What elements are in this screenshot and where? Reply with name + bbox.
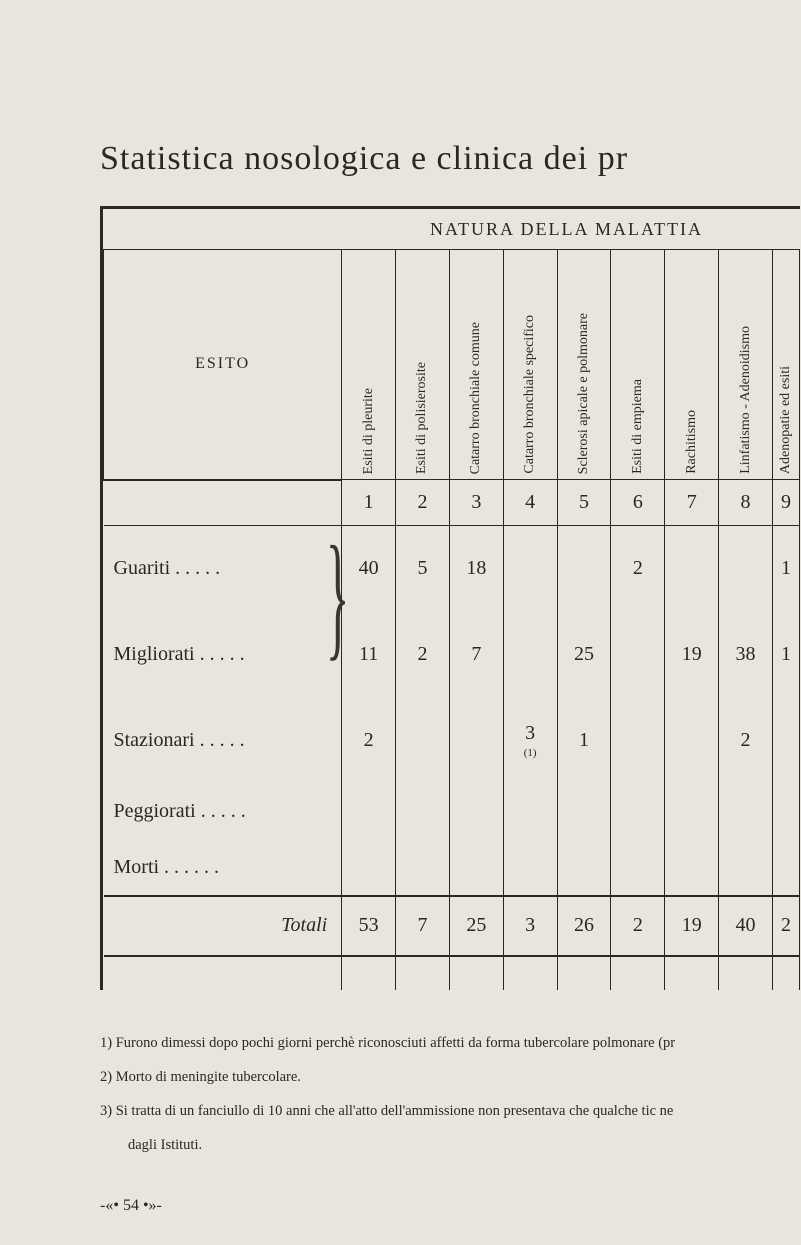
page-number: -«• 54 •»- — [100, 1197, 162, 1215]
cell — [396, 698, 450, 784]
cell — [557, 526, 611, 612]
total-cell: 53 — [342, 896, 396, 956]
col-header: Esiti di polisierosite — [414, 362, 430, 474]
cell — [665, 526, 719, 612]
row-label: Peggiorati . . . . . — [104, 784, 342, 840]
total-cell: 19 — [665, 896, 719, 956]
col-num: 4 — [503, 480, 557, 526]
col-num: 8 — [719, 480, 773, 526]
cell: 25 — [557, 612, 611, 698]
outer-header-row: NATURA DELLA MALATTIA — [103, 209, 800, 249]
row-label: Guariti . . . . . — [104, 526, 342, 612]
table-row: Migliorati . . . . . 11 2 7 25 19 38 1 — [104, 612, 800, 698]
col-header: Catarro bronchiale specifico — [522, 315, 538, 474]
col-header: Linfatismo - Adenoidismo — [738, 326, 754, 474]
footnote-tail: dagli Istituti. — [100, 1132, 780, 1158]
totals-row: Totali 53 7 25 3 26 2 19 40 2 — [104, 896, 800, 956]
cell-footnote: (1) — [504, 747, 557, 759]
cell: 1 — [772, 612, 799, 698]
cell — [449, 698, 503, 784]
cell: 11 — [342, 612, 396, 698]
page-title: Statistica nosologica e clinica dei pr — [100, 140, 801, 178]
blank-row — [104, 956, 800, 990]
table-row: Morti . . . . . . — [104, 840, 800, 896]
footnote: 3) Si tratta di un fanciullo di 10 anni … — [100, 1098, 780, 1124]
col-num: 1 — [342, 480, 396, 526]
cell: 2 — [396, 612, 450, 698]
col-header: Esiti di pleurite — [361, 388, 377, 474]
table-frame: NATURA DELLA MALATTIA ESITO Esiti di ple… — [100, 206, 800, 990]
cell: 1 — [557, 698, 611, 784]
footnote: 1) Furono dimessi dopo pochi giorni perc… — [100, 1030, 780, 1056]
col-num: 5 — [557, 480, 611, 526]
cell — [665, 698, 719, 784]
total-cell: 2 — [611, 896, 665, 956]
cell: 19 — [665, 612, 719, 698]
cell: 38 — [719, 612, 773, 698]
cell — [719, 526, 773, 612]
total-cell: 3 — [503, 896, 557, 956]
col-header: Adenopatie ed esiti — [778, 366, 794, 474]
col-header: Rachitismo — [684, 410, 700, 474]
footnotes: 1) Furono dimessi dopo pochi giorni perc… — [100, 1030, 780, 1158]
col-num: 6 — [611, 480, 665, 526]
stub-header: ESITO — [104, 355, 341, 373]
cell: 3(1) — [503, 698, 557, 784]
cell: 7 — [449, 612, 503, 698]
cell: 40 — [342, 526, 396, 612]
brace-icon: } — [326, 526, 350, 666]
column-header-row: ESITO Esiti di pleurite Esiti di polisie… — [104, 250, 800, 480]
cell: 5 — [396, 526, 450, 612]
row-label: Migliorati . . . . . — [104, 612, 342, 698]
col-header: Esiti di empiema — [630, 379, 646, 474]
cell — [611, 698, 665, 784]
col-num: 7 — [665, 480, 719, 526]
total-cell: 26 — [557, 896, 611, 956]
total-cell: 2 — [772, 896, 799, 956]
table-row: Guariti . . . . . 40 5 18 2 1 — [104, 526, 800, 612]
cell: 2 — [342, 698, 396, 784]
table-row: Peggiorati . . . . . — [104, 784, 800, 840]
cell — [611, 612, 665, 698]
col-num: 2 — [396, 480, 450, 526]
cell: 2 — [719, 698, 773, 784]
col-header: Sclerosi apicale e polmonare — [576, 313, 592, 474]
col-num: 9 — [772, 480, 799, 526]
total-cell: 7 — [396, 896, 450, 956]
total-cell: 25 — [449, 896, 503, 956]
footnote: 2) Morto di meningite tubercolare. — [100, 1064, 780, 1090]
data-table: ESITO Esiti di pleurite Esiti di polisie… — [103, 249, 800, 990]
cell: 2 — [611, 526, 665, 612]
column-number-row: 1 2 3 4 5 6 7 8 9 — [104, 480, 800, 526]
totals-label: Totali — [104, 896, 342, 956]
natura-header: NATURA DELLA MALATTIA — [333, 219, 800, 240]
table-row: Stazionari . . . . . 2 3(1) 1 2 — [104, 698, 800, 784]
cell — [503, 526, 557, 612]
cell: 1 — [772, 526, 799, 612]
row-label: Morti . . . . . . — [104, 840, 342, 896]
total-cell: 40 — [719, 896, 773, 956]
cell — [772, 698, 799, 784]
cell — [503, 612, 557, 698]
row-label: Stazionari . . . . . — [104, 698, 342, 784]
col-num: 3 — [449, 480, 503, 526]
cell: 18 — [449, 526, 503, 612]
col-header: Catarro bronchiale comune — [468, 322, 484, 474]
